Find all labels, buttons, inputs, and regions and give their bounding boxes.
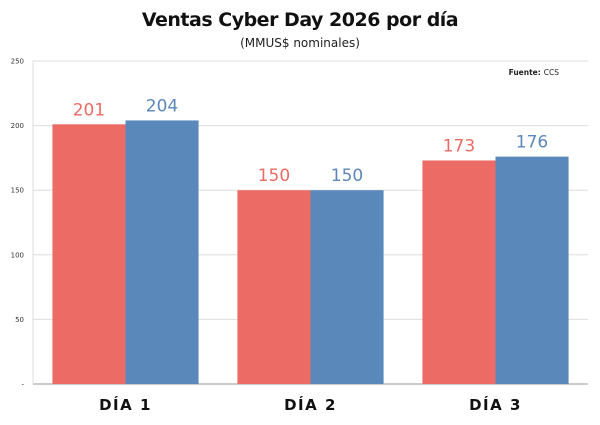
bar-value-label: 204 — [146, 96, 178, 116]
x-axis-categories: DÍA 1 DÍA 2 DÍA 3 — [99, 395, 522, 414]
y-tick-label: 150 — [11, 187, 24, 195]
value-labels: 201 204 150 150 173 176 — [73, 96, 549, 186]
bar — [310, 190, 384, 384]
bar-value-label: 173 — [443, 136, 475, 156]
source-label: Fuente: — [509, 68, 541, 77]
chart-title: Ventas Cyber Day 2026 por día — [141, 9, 459, 31]
x-category-label: DÍA 3 — [469, 395, 522, 414]
bar-value-label: 150 — [258, 166, 290, 186]
y-axis-ticks: - 50 100 150 200 250 — [11, 58, 25, 389]
bar-value-label: 150 — [331, 166, 363, 186]
y-tick-label: 250 — [11, 58, 24, 66]
y-tick-label: - — [21, 381, 24, 389]
bar — [495, 156, 569, 384]
y-tick-label: 200 — [11, 122, 24, 130]
y-tick-label: 100 — [11, 251, 24, 259]
x-category-label: DÍA 2 — [284, 395, 337, 414]
bar — [125, 120, 199, 384]
bar — [422, 160, 496, 384]
bar-value-label: 176 — [516, 133, 548, 153]
y-tick-label: 50 — [15, 316, 24, 324]
x-category-label: DÍA 1 — [99, 395, 152, 414]
bars — [52, 120, 569, 385]
source-value: CCS — [544, 68, 559, 77]
source-note: Fuente: CCS — [509, 68, 560, 77]
chart-subtitle: (MMUS$ nominales) — [240, 36, 360, 50]
bar — [52, 124, 126, 385]
bar — [237, 190, 311, 384]
bar-value-label: 201 — [73, 100, 105, 120]
